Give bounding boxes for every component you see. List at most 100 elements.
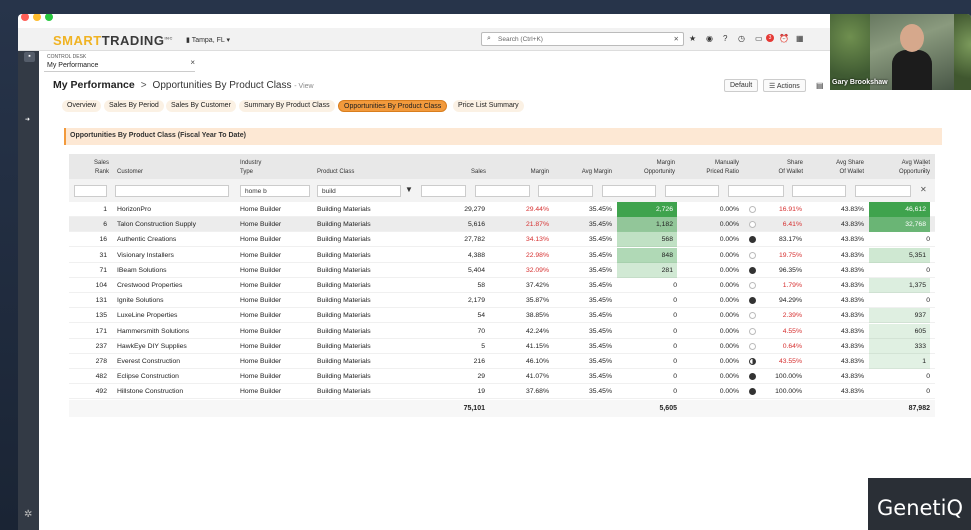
filter-icon[interactable]: ▼: [405, 185, 413, 194]
cell-rank: 171: [95, 327, 107, 335]
table-row[interactable]: 31 Visionary Installers Home Builder Buildi…: [69, 247, 935, 263]
share-indicator-icon: [749, 327, 756, 335]
default-view-button[interactable]: Default: [724, 79, 759, 92]
cell-share: 16.91%: [778, 206, 802, 213]
star-icon[interactable]: ★: [689, 34, 697, 43]
table-row[interactable]: 135 LuxeLine Properties Home Builder Buildi…: [69, 308, 935, 324]
filter-row: home b build ▼ ✕: [69, 179, 935, 202]
col-margin-opportunity[interactable]: Margin Opportunity: [643, 160, 675, 175]
filter-avg-margin-input[interactable]: [538, 185, 593, 197]
breadcrumb-root[interactable]: My Performance: [53, 79, 135, 91]
col-sales[interactable]: Sales: [470, 169, 486, 175]
share-indicator-icon: [749, 388, 756, 396]
clear-search-icon[interactable]: ✕: [673, 36, 679, 43]
cell-avg-share: 43.83%: [840, 236, 864, 244]
cell-manual-ratio: 0.00%: [719, 251, 739, 259]
col-manually-priced-ratio[interactable]: Manually Priced Ratio: [706, 160, 739, 175]
tab-summary-by-product-class[interactable]: Summary By Product Class: [239, 100, 335, 112]
col-avg-margin[interactable]: Avg Margin: [581, 169, 612, 175]
col-customer[interactable]: Customer: [117, 169, 144, 175]
table-row[interactable]: 1 HorizonPro Home Builder Building Material…: [69, 202, 935, 217]
help-icon[interactable]: ?: [723, 34, 728, 43]
table-row[interactable]: 482 Eclipse Construction Home Builder Build…: [69, 369, 935, 385]
table-row[interactable]: 131 Ignite Solutions Home Builder Building …: [69, 293, 935, 309]
clock-icon[interactable]: ◷: [738, 34, 745, 43]
col-product-class[interactable]: Product Class: [317, 169, 355, 175]
cell-margin: 41.07%: [525, 373, 549, 381]
control-desk-tab[interactable]: CONTROL DESK My Performance ×: [44, 54, 195, 72]
share-indicator-icon: [749, 236, 756, 244]
table-row[interactable]: 71 IBeam Solutions Home Builder Building Ma…: [69, 262, 935, 278]
minimize-window-button[interactable]: [33, 14, 41, 21]
table-row[interactable]: 6 Talon Construction Supply Home Builder Bu…: [69, 217, 935, 233]
table-row[interactable]: 237 HawkEye DIY Supplies Home Builder Build…: [69, 338, 935, 354]
tab-overview[interactable]: Overview: [62, 100, 102, 112]
filter-industry-input[interactable]: home b: [240, 185, 310, 197]
filter-manual-input[interactable]: [665, 185, 719, 197]
record-icon[interactable]: ◉: [706, 34, 713, 43]
filter-sales-input[interactable]: [421, 185, 466, 197]
cell-manual-ratio: 0.00%: [719, 266, 739, 274]
location-selector[interactable]: ▮ Tampa, FL ▾: [186, 36, 230, 44]
cell-customer: Talon Construction Supply: [117, 221, 196, 229]
tab-sales-by-customer[interactable]: Sales By Customer: [166, 100, 236, 112]
tab-opportunities-by-product-class[interactable]: Opportunities By Product Class: [338, 100, 448, 112]
filter-avg-wallet-input[interactable]: [855, 185, 911, 197]
col-industry-type[interactable]: Industry Type: [240, 160, 262, 175]
report-title-banner: Opportunities By Product Class (Fiscal Y…: [64, 128, 942, 145]
cell-customer: HorizonPro: [117, 206, 151, 213]
cell-rank: 482: [95, 373, 107, 381]
clear-filters-icon[interactable]: ✕: [920, 185, 927, 194]
col-margin[interactable]: Margin: [530, 169, 549, 175]
filter-customer-input[interactable]: [115, 185, 229, 197]
col-share-of-wallet[interactable]: Share Of Wallet: [778, 160, 803, 175]
cell-margin-opportunity: 1,182: [617, 217, 677, 233]
table-row[interactable]: 104 Crestwood Properties Home Builder Build…: [69, 278, 935, 293]
filter-product-class-input[interactable]: build: [317, 185, 401, 197]
cell-avg-margin: 35.45%: [588, 282, 612, 289]
share-indicator-icon: [749, 282, 756, 289]
col-avg-share-of-wallet[interactable]: Avg Share Of Wallet: [836, 160, 864, 175]
cell-avg-wallet: 1,375: [869, 278, 930, 293]
cell-avg-wallet: 937: [869, 308, 930, 324]
cell-product-class: Building Materials: [317, 297, 371, 305]
expand-arrow-icon[interactable]: ➜: [25, 117, 31, 123]
filter-margin-opp-input[interactable]: [602, 185, 656, 197]
search-input[interactable]: ⌕ Search (Ctrl+K) ✕: [481, 32, 684, 46]
col-sales-rank[interactable]: Sales Rank: [93, 160, 109, 175]
cell-industry: Home Builder: [240, 297, 282, 305]
table-row[interactable]: 16 Authentic Creations Home Builder Buildin…: [69, 232, 935, 248]
calendar-icon[interactable]: ▦: [796, 34, 804, 43]
tab-sales-by-period[interactable]: Sales By Period: [104, 100, 164, 112]
alarm-icon[interactable]: ⏰: [779, 34, 789, 43]
filter-share-input[interactable]: [728, 185, 784, 197]
maximize-window-button[interactable]: [45, 14, 53, 21]
filter-avg-share-input[interactable]: [792, 185, 846, 197]
cell-sales: 5,616: [467, 221, 485, 229]
cell-avg-margin: 35.45%: [588, 327, 612, 335]
table-row[interactable]: 171 Hammersmith Solutions Home Builder Buil…: [69, 323, 935, 339]
col-avg-wallet-opportunity[interactable]: Avg Wallet Opportunity: [898, 160, 930, 175]
document-icon[interactable]: ▤: [816, 81, 824, 90]
cell-avg-margin: 35.45%: [588, 297, 612, 305]
table-row[interactable]: 492 Hillstone Construction Home Builder Bui…: [69, 384, 935, 400]
app-header: SMARTTRADINGINC ▮ Tampa, FL ▾ ⌕ Search (…: [18, 28, 971, 51]
app-logo[interactable]: SMARTTRADINGINC: [53, 33, 173, 48]
tab-price-list-summary[interactable]: Price List Summary: [453, 100, 524, 112]
close-window-button[interactable]: [21, 14, 29, 21]
column-menu-icon[interactable]: ⋮: [920, 164, 928, 173]
sidebar-toggle-button[interactable]: ▪: [24, 52, 35, 62]
table-row[interactable]: 278 Everest Construction Home Builder Build…: [69, 354, 935, 369]
cell-rank: 131: [95, 297, 107, 305]
left-sidebar: ▪ ➜ ✲: [18, 51, 39, 530]
close-tab-icon[interactable]: ×: [190, 58, 195, 67]
cell-margin-opportunity: 2,726: [617, 202, 677, 217]
chat-icon[interactable]: ▭: [755, 34, 763, 43]
cell-share: 4.55%: [782, 327, 802, 335]
cell-share: 6.41%: [782, 221, 802, 229]
actions-button[interactable]: ☰ Actions: [763, 79, 806, 92]
share-indicator-icon: [749, 297, 756, 305]
filter-margin-input[interactable]: [475, 185, 530, 197]
cell-manual-ratio: 0.00%: [719, 236, 739, 244]
filter-rank-input[interactable]: [74, 185, 107, 197]
